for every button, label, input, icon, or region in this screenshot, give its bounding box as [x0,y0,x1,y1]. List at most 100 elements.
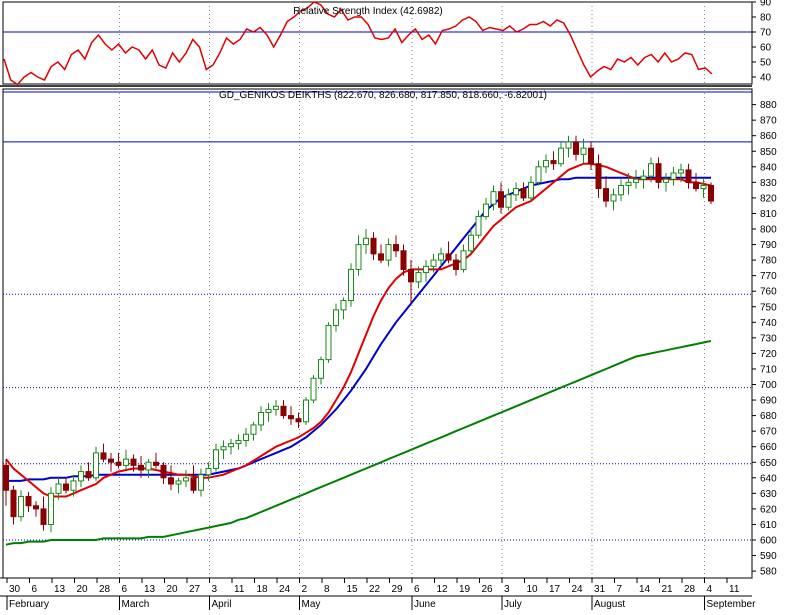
candle-body [393,244,399,252]
x-tick-label: 22 [369,584,381,595]
candle-body [483,203,489,218]
price-y-tick-label: 700 [760,380,777,391]
x-tick-label: 6 [32,584,38,595]
price-y-tick-label: 620 [760,504,777,515]
candle-body [198,474,204,491]
candle-body [520,188,527,199]
candle-body [288,415,294,420]
x-tick-label: 18 [257,584,269,595]
candle-body [303,399,309,423]
rsi-y-tick-label: 60 [760,43,772,54]
price-y-tick-label: 820 [760,193,777,204]
candle-body [40,508,47,525]
candle-body [228,443,234,448]
candle-body [63,483,69,491]
x-tick-label: 26 [482,584,494,595]
price-y-tick-label: 630 [760,489,777,500]
month-label: August [594,599,625,610]
price-y-tick-label: 680 [760,411,777,422]
candle-body [363,237,369,246]
candle-body [400,250,407,270]
candle-body [528,181,534,199]
candle-body [235,439,242,445]
candle-body [378,253,384,261]
candle-body [685,169,692,183]
month-label: May [302,599,321,610]
candle-body [220,446,227,451]
moving-average-short-line [5,162,712,498]
candle-body [70,480,77,491]
candle-body [640,175,647,180]
candle-body [633,178,639,183]
x-tick-label: 14 [639,584,651,595]
candle-body [445,253,452,261]
price-y-tick-label: 760 [760,287,777,298]
x-tick-label: 13 [144,584,156,595]
candle-body [145,461,152,471]
candle-body [573,141,579,155]
price-y-tick-label: 810 [760,209,777,220]
month-label: June [414,599,436,610]
candle-body [430,259,437,267]
candle-body [175,480,182,485]
x-tick-label: 2 [302,584,308,595]
price-y-tick-label: 740 [760,318,777,329]
x-tick-label: 7 [617,584,623,595]
rsi-y-tick-label: 80 [760,13,772,24]
price-title: GD_GENIKOS DEIKTHS (822.670, 826.680, 81… [219,90,547,101]
rsi-title: Relative Strength Index (42.6982) [293,6,443,17]
candle-body [498,191,504,208]
candle-body [250,424,257,435]
candle-body [700,184,707,190]
candle-body [475,216,482,236]
candle-body [310,377,317,401]
price-y-tick-label: 710 [760,364,777,375]
price-y-tick-label: 750 [760,302,777,313]
price-y-tick-label: 860 [760,131,777,142]
x-tick-label: 28 [99,584,111,595]
candle-body [423,265,429,274]
rsi-frame [2,1,753,85]
x-tick-label: 19 [459,584,471,595]
candle-body [595,163,602,190]
price-y-tick-label: 660 [760,442,777,453]
price-y-tick-label: 730 [760,333,777,344]
price-y-tick-label: 830 [760,178,777,189]
x-tick-label: 15 [347,584,359,595]
price-y-tick-label: 640 [760,473,777,484]
month-label: March [122,599,150,610]
candle-body [565,141,572,149]
price-y-tick-label: 590 [760,551,777,562]
x-tick-label: 6 [122,584,128,595]
candle-body [693,181,699,190]
candle-body [670,172,677,180]
x-tick-label: 3 [504,584,510,595]
candle-body [213,449,219,469]
candle-body [340,300,347,311]
candle-body [490,191,497,205]
candle-body [190,477,197,491]
candle-body [108,458,114,463]
rsi-y-tick-label: 70 [760,28,772,39]
candle-body [115,461,122,466]
price-y-tick-label: 870 [760,116,777,127]
price-y-tick-label: 610 [760,520,777,531]
x-tick-label: 11 [234,584,245,595]
rsi-y-tick-label: 90 [760,0,772,9]
x-tick-label: 24 [572,584,584,595]
candle-body [678,169,684,174]
rsi-panel: 40 50 60 70 80 90 [2,0,772,93]
price-y-tick-label: 850 [760,147,777,158]
candle-body [708,184,714,202]
x-tick-label: 20 [167,584,179,595]
candle-body [280,405,287,417]
candle-body [460,250,467,270]
candle-body [415,272,422,283]
x-tick-label: 21 [662,584,674,595]
candle-body [33,505,39,510]
price-y-tick-label: 790 [760,240,777,251]
x-tick-label: 20 [77,584,89,595]
x-tick-label: 30 [9,584,21,595]
